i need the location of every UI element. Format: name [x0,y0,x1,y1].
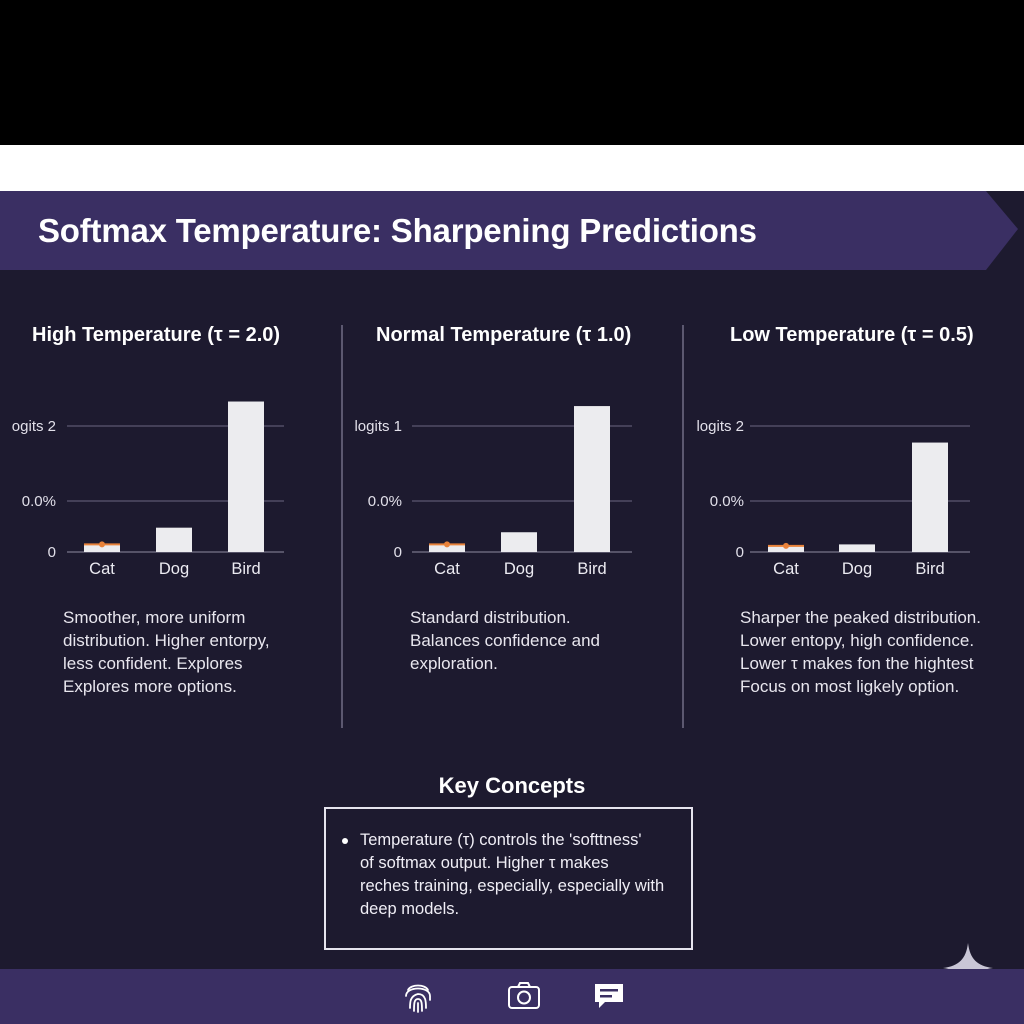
bullet-icon [342,838,348,844]
bar-bird [574,406,610,552]
y-tick-label: logits 2 [696,418,744,435]
bar-chart: logits 2 0.0% 0 Cat Dog Bird [12,401,284,578]
bar-marker-dot [783,542,789,549]
bar-cat [84,544,120,552]
panel-low-temperature: Low Temperature (τ = 0.5) logits 2 0.0% 0 C… [690,316,1020,736]
key-concepts-box: Temperature (τ) controls the 'softtness'… [324,807,693,950]
panel-description: Sharper the peaked distribution. Lower e… [740,606,981,698]
description-line: Lower τ makes fon the hightest [740,654,974,673]
panel-description: Standard distribution. Balances confiden… [410,606,600,675]
fingerprint-icon[interactable] [399,977,437,1015]
key-concepts-line: deep models. [360,900,460,918]
y-tick-label: 0.0% [368,493,402,510]
bar-dog [501,532,537,552]
panel-divider [682,325,684,728]
panel-title: Low Temperature (τ = 0.5) [730,324,974,346]
key-concepts-line: Temperature (τ) controls the 'softtness' [360,831,642,849]
white-strip [0,145,1024,191]
description-line: Explores more options. [63,677,237,696]
top-black-area [0,0,1024,145]
bar-cat [768,545,804,552]
bar-marker-dot [444,541,450,548]
bar-chart: logits 1 0.0% 0 Cat Dog Bird [354,406,632,578]
header-banner: Softmax Temperature: Sharpening Predicti… [0,191,1024,270]
panel-high-temperature: High Temperature (τ = 2.0) logits 2 0.0% 0… [12,316,342,736]
description-line: Standard distribution. [410,608,571,627]
bar-bird [912,442,948,552]
x-tick-label: Dog [842,560,872,578]
y-tick-label: 0 [394,544,402,561]
bottom-toolbar [0,969,1024,1024]
bar-dog [839,544,875,552]
key-concepts-text: Temperature (τ) controls the 'softtness'… [360,829,664,921]
y-tick-label: 0 [736,544,744,561]
slide-title: Softmax Temperature: Sharpening Predicti… [38,212,757,249]
panel-description: Smoother, more uniform distribution. Hig… [63,606,270,698]
key-concepts-title: Key Concepts [438,773,586,798]
key-concepts-line: reches training, especially, especially … [360,877,665,895]
description-line: exploration. [410,654,498,673]
description-line: Sharper the peaked distribution. [740,608,981,627]
sparkle-icon[interactable] [941,941,995,995]
bar-bird [228,401,264,552]
x-tick-label: Bird [577,560,606,578]
x-tick-label: Cat [434,560,460,578]
y-tick-label: 0 [48,544,56,561]
description-line: Smoother, more uniform [63,608,246,627]
key-concepts-line: of softmax output. Higher τ makes [360,854,609,872]
y-tick-label: logits 2 [12,418,56,435]
bar-marker-dot [99,541,105,548]
y-tick-label: 0.0% [22,493,56,510]
panel-title: Normal Temperature (τ 1.0) [376,324,632,346]
panel-title: High Temperature (τ = 2.0) [32,324,281,346]
chat-icon[interactable] [590,977,628,1015]
x-tick-label: Cat [89,560,115,578]
description-line: Focus on most ligkely option. [740,677,960,696]
description-line: Lower entopy, high confidence. [740,631,975,650]
x-tick-label: Bird [915,560,944,578]
x-tick-label: Dog [159,560,189,578]
description-line: less confident. Explores [63,654,243,673]
panel-divider [341,325,343,728]
panel-normal-temperature: Normal Temperature (τ 1.0) logits 1 0.0% 0… [352,316,682,736]
x-tick-label: Dog [504,560,534,578]
bar-cat [429,544,465,552]
camera-icon[interactable] [505,977,543,1015]
description-line: Balances confidence and [410,631,600,650]
x-tick-label: Cat [773,560,799,578]
slide: Softmax Temperature: Sharpening Predicti… [0,191,1024,1024]
bar-dog [156,527,192,552]
description-line: distribution. Higher entorpy, [63,631,270,650]
y-tick-label: 0.0% [710,493,744,510]
x-tick-label: Bird [231,560,260,578]
y-tick-label: logits 1 [354,418,402,435]
bar-chart: logits 2 0.0% 0 Cat Dog Bird [696,418,970,578]
